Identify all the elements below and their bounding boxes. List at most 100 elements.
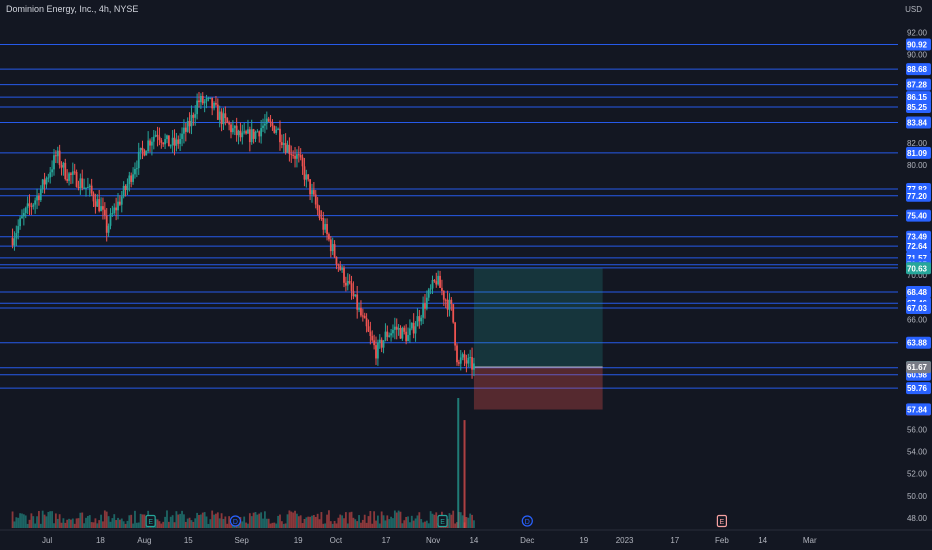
- volume-bar: [207, 523, 210, 528]
- volume-bar: [85, 517, 87, 528]
- volume-bar: [103, 510, 106, 528]
- candle-body: [171, 137, 174, 146]
- candle-body: [269, 121, 272, 123]
- candle-body: [188, 120, 191, 127]
- candle-body: [435, 281, 438, 285]
- candle-body: [111, 213, 114, 215]
- candle-body: [92, 193, 95, 202]
- time-tick-label: 14: [469, 536, 478, 545]
- volume-bar: [245, 522, 247, 528]
- candle-body: [416, 316, 419, 327]
- candle-body: [169, 145, 172, 147]
- candle-body: [344, 282, 347, 286]
- candle-body: [414, 326, 417, 334]
- volume-bar: [26, 523, 29, 528]
- volume-bar: [88, 515, 91, 528]
- time-axis[interactable]: Jul 18 Aug 15 Sep 19 Oct 17 Nov 14 Dec 19 2023 17 Feb 1…: [42, 536, 817, 545]
- volume-bar: [456, 522, 458, 528]
- volume-bar: [34, 523, 37, 528]
- volume-bar: [98, 520, 101, 528]
- volume-bar: [58, 514, 61, 528]
- volume-bar: [218, 518, 221, 528]
- volume-bar: [429, 511, 432, 528]
- price-tick-label: 56.00: [907, 426, 928, 435]
- volume-bar: [167, 521, 170, 528]
- volume-bar: [356, 521, 359, 528]
- price-level-badge-text: 86.15: [907, 93, 928, 102]
- candle-body: [316, 204, 319, 211]
- volume-bar: [414, 518, 417, 528]
- symbol-title[interactable]: Dominion Energy, Inc., 4h, NYSE: [6, 4, 139, 14]
- volume-bar: [344, 512, 347, 528]
- price-level-badge-text: 81.09: [907, 149, 928, 158]
- price-tick-label: 82.00: [907, 139, 928, 148]
- candle-body: [120, 196, 123, 205]
- candle-body: [100, 206, 102, 212]
- candle-body: [431, 280, 434, 289]
- volume-bar: [425, 520, 428, 528]
- volume-bar: [337, 517, 340, 528]
- candle-body: [365, 318, 368, 327]
- candle-body: [395, 326, 398, 330]
- volume-bar: [358, 515, 360, 528]
- candle-body: [122, 185, 125, 197]
- candle-body: [279, 128, 281, 143]
- volume-bar: [13, 521, 16, 528]
- candle-body: [422, 303, 424, 318]
- candle-body: [41, 179, 44, 190]
- candle-body: [312, 190, 315, 195]
- price-tick-label: 80.00: [907, 161, 928, 170]
- candle-body: [250, 129, 253, 143]
- price-level-badge: [906, 382, 931, 395]
- volume-bar: [205, 516, 208, 528]
- volume-bar: [420, 519, 423, 528]
- price-level-badge-text: 88.68: [907, 65, 928, 74]
- candle-body: [135, 168, 138, 170]
- candle-body: [424, 303, 426, 309]
- candle-body: [373, 340, 376, 346]
- volume-bar: [49, 511, 52, 528]
- candle-body: [314, 194, 317, 205]
- candle-body: [248, 129, 251, 143]
- price-level-badge-text: 87.28: [907, 81, 928, 90]
- candle-body: [17, 226, 20, 234]
- volume-bar: [77, 518, 80, 528]
- volume-bar: [271, 522, 274, 528]
- candle-body: [109, 213, 112, 226]
- currency-label: USD: [905, 5, 922, 14]
- level-57-84-badge: [906, 403, 931, 416]
- candle-body: [162, 142, 165, 145]
- volume-bar: [329, 521, 332, 528]
- candle-body: [233, 125, 236, 129]
- candle-body: [215, 102, 217, 105]
- price-axis[interactable]: 92.0090.0082.0080.0070.0066.0064.0056.00…: [906, 29, 931, 523]
- candle-body: [88, 185, 91, 188]
- long-position-tool[interactable]: [473, 268, 603, 410]
- candle-body: [273, 126, 276, 133]
- volume-bar: [183, 514, 185, 528]
- volume-bar: [371, 523, 374, 528]
- candle-body: [433, 280, 436, 282]
- volume-bar: [113, 514, 116, 528]
- volume-bar: [70, 519, 72, 528]
- candle-body: [256, 131, 259, 133]
- candle-body: [175, 139, 178, 146]
- volume-bar: [203, 512, 206, 528]
- volume-bar: [265, 518, 268, 528]
- candle-body: [118, 201, 121, 205]
- candle-body: [145, 151, 148, 156]
- candle-body: [258, 131, 261, 137]
- candle-body: [392, 329, 394, 334]
- volume-bar: [226, 523, 229, 528]
- time-tick-label: Mar: [803, 536, 817, 545]
- price-level-badge-text: 77.20: [907, 192, 928, 201]
- candle-body: [239, 130, 242, 138]
- volume-bar: [341, 515, 344, 528]
- volume-bar: [90, 522, 93, 528]
- event-marker-label: D: [525, 519, 530, 526]
- candle-body: [71, 171, 74, 175]
- candle-body: [103, 209, 106, 216]
- volume-bar: [73, 523, 76, 528]
